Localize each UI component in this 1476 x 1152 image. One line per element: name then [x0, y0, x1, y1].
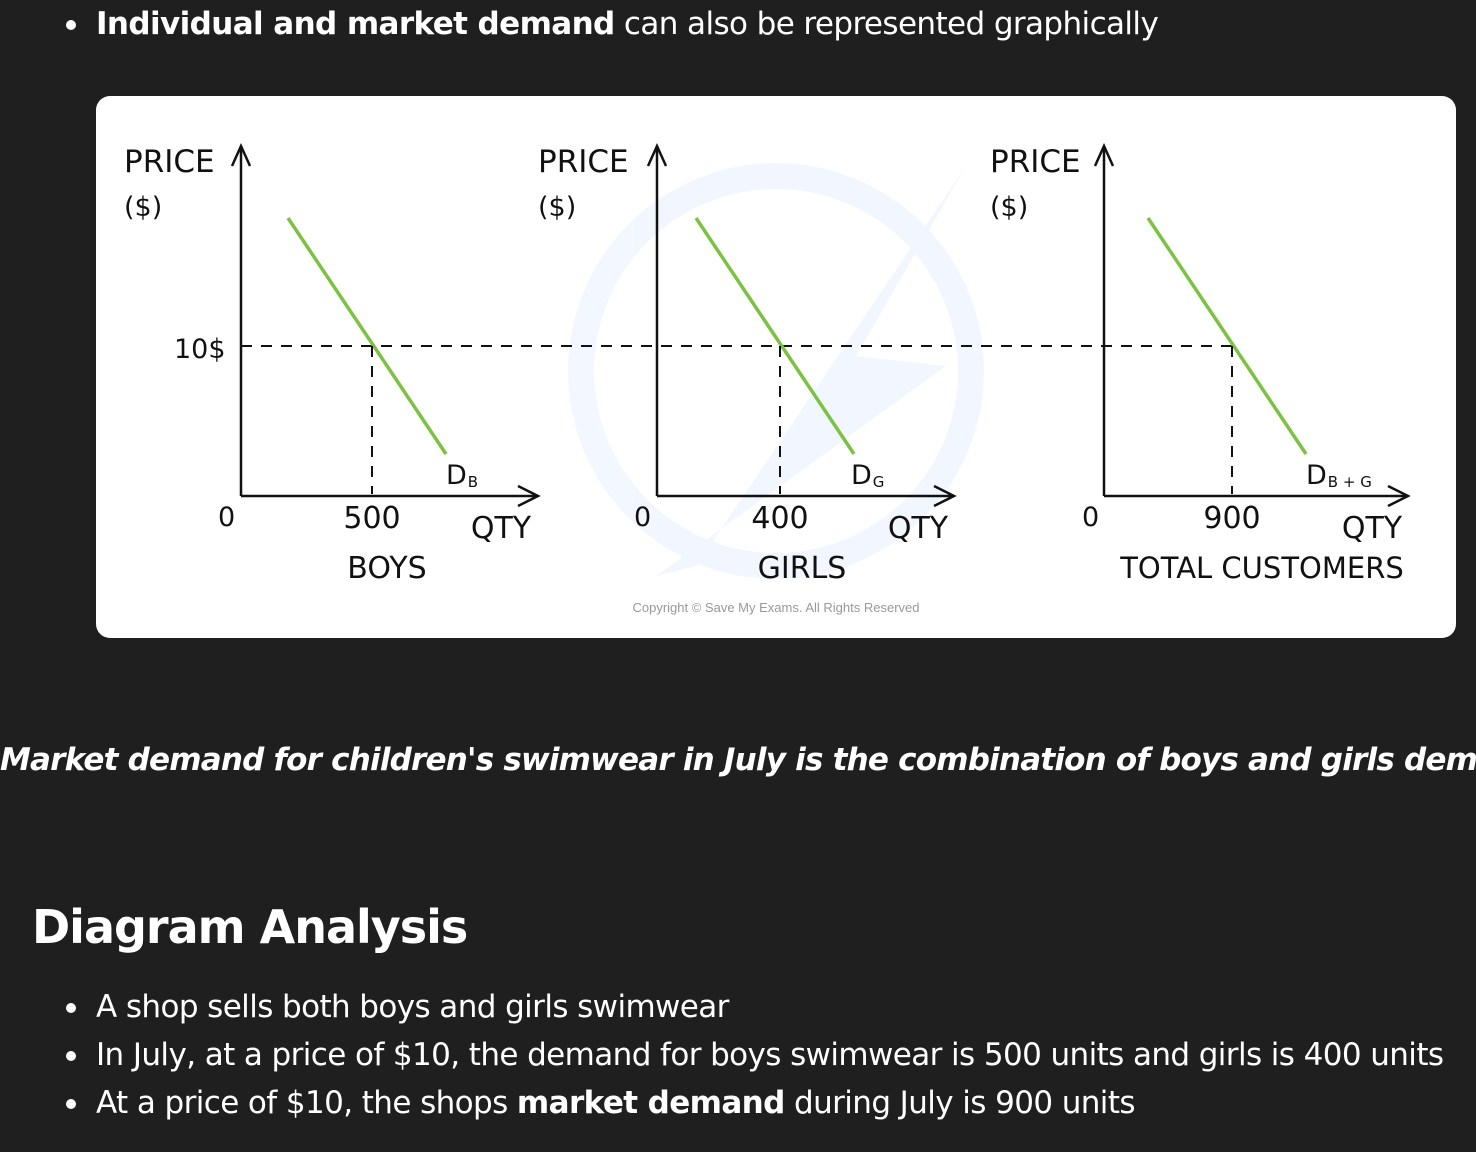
intro-rest: can also be represented graphically [614, 6, 1159, 42]
group-label-boys: BOYS [347, 551, 426, 586]
curve-label-total: DB + G [1306, 460, 1372, 491]
y-label-price-boys: PRICE [124, 144, 215, 180]
intro-bold: Individual and market demand [96, 6, 615, 42]
analysis-item-3-post: during July is 900 units [784, 1085, 1136, 1121]
y-label-unit-girls: ($) [538, 192, 576, 223]
group-label-girls: GIRLS [758, 551, 847, 586]
curve-label-boys: DB [446, 460, 478, 491]
analysis-bullet-1 [66, 1003, 76, 1013]
y-label-price-total: PRICE [990, 144, 1081, 180]
curve-label-total-main: D [1306, 460, 1327, 491]
intro-bullet [66, 20, 76, 30]
curve-label-girls-main: D [851, 460, 872, 491]
y-label-unit-total: ($) [990, 192, 1028, 223]
analysis-item-3-pre: At a price of $10, the shops [96, 1085, 517, 1121]
x-label-girls: QTY [888, 511, 949, 546]
analysis-item-1-text: A shop sells both boys and girls swimwea… [96, 989, 729, 1025]
y-arrow-girls [646, 142, 668, 167]
qty-value-girls: 400 [751, 501, 808, 536]
analysis-bullet-2 [66, 1051, 76, 1061]
panel-girls: PRICE ($) 0 400 QTY GIRLS DG [538, 142, 957, 586]
demand-curve-boys [286, 217, 448, 455]
demand-curve-total [1146, 217, 1308, 455]
x-arrow-girls [933, 484, 957, 508]
analysis-bullet-3 [66, 1099, 76, 1109]
analysis-item-2-text: In July, at a price of $10, the demand f… [96, 1037, 1444, 1073]
intro-text: Individual and market demand can also be… [96, 6, 1159, 42]
figure-caption: Market demand for children's swimwear in… [0, 742, 1476, 778]
demand-diagram: 10$ PRICE ($) 0 500 QTY BOYS DB PRICE [96, 96, 1456, 638]
x-label-boys: QTY [471, 511, 532, 546]
curve-label-boys-main: D [446, 460, 467, 491]
curve-label-total-sub: B + G [1328, 473, 1372, 491]
watermark-logo [568, 163, 984, 579]
y-label-unit-boys: ($) [124, 192, 162, 223]
group-label-total: TOTAL CUSTOMERS [1119, 551, 1404, 585]
y-arrow-boys [230, 142, 252, 167]
panel-total: PRICE ($) 0 900 QTY TOTAL CUSTOMERS DB +… [990, 142, 1411, 585]
demand-diagram-svg: 10$ PRICE ($) 0 500 QTY BOYS DB PRICE [124, 142, 1411, 615]
price-label: 10$ [174, 334, 226, 365]
copyright-text: Copyright © Save My Exams. All Rights Re… [632, 600, 919, 615]
analysis-item-3-bold: market demand [516, 1085, 785, 1121]
section-heading: Diagram Analysis [32, 900, 468, 954]
y-arrow-total [1093, 142, 1115, 167]
x-arrow-boys [517, 484, 541, 508]
qty-value-total: 900 [1203, 501, 1260, 536]
panel-boys: PRICE ($) 0 500 QTY BOYS DB [124, 142, 541, 586]
analysis-item-1: A shop sells both boys and girls swimwea… [96, 992, 729, 1023]
curve-label-girls: DG [851, 460, 884, 491]
y-label-price-girls: PRICE [538, 144, 629, 180]
analysis-item-3: At a price of $10, the shops market dema… [96, 1085, 1136, 1121]
origin-boys: 0 [218, 502, 235, 533]
origin-total: 0 [1082, 502, 1099, 533]
analysis-item-2: In July, at a price of $10, the demand f… [96, 1037, 1444, 1073]
origin-girls: 0 [634, 502, 651, 533]
curve-label-girls-sub: G [873, 473, 885, 491]
curve-label-boys-sub: B [468, 473, 478, 491]
x-label-total: QTY [1342, 511, 1403, 546]
demand-curve-girls [694, 217, 856, 455]
x-arrow-total [1387, 484, 1411, 508]
qty-value-boys: 500 [343, 501, 400, 536]
